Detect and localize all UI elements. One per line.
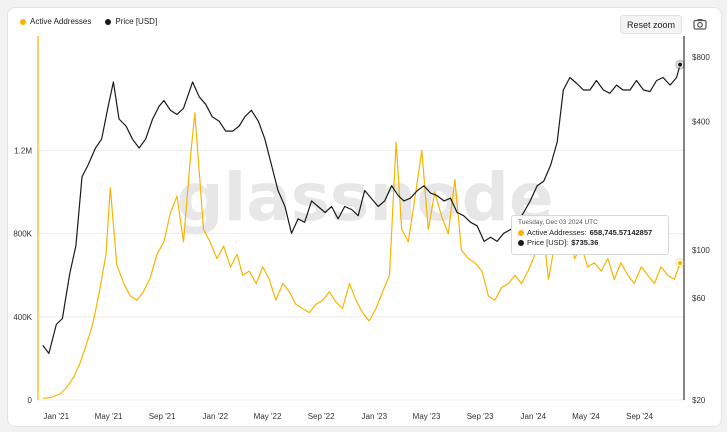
x-tick-label: Jan '23 — [362, 412, 388, 421]
tooltip-active-label: Active Addresses: — [527, 228, 587, 237]
hover-point — [676, 61, 684, 68]
tooltip-active-row: Active Addresses: 658,745.57142857 — [518, 228, 662, 238]
reset-zoom-button[interactable]: Reset zoom — [620, 15, 682, 34]
chart-card: Active Addresses Price [USD] Reset zoom … — [7, 7, 722, 427]
tooltip: Tuesday, Dec 03 2024 UTC Active Addresse… — [511, 215, 669, 255]
tooltip-price-label: Price [USD]: — [527, 238, 569, 247]
left-tick-label: 1.2M — [14, 146, 32, 155]
x-tick-label: Sep '24 — [626, 412, 653, 421]
legend-price-label: Price [USD] — [115, 17, 158, 26]
x-tick-label: Jan '21 — [44, 412, 70, 421]
left-tick-label: 800K — [13, 230, 32, 239]
left-tick-label: 0 — [28, 396, 33, 405]
right-axis: $20 $60 $100 $400 $800 — [683, 36, 710, 405]
x-tick-label: May '23 — [413, 412, 441, 421]
x-tick-label: Sep '23 — [467, 412, 494, 421]
camera-icon[interactable] — [692, 16, 708, 32]
legend-item-price[interactable]: Price [USD] — [105, 17, 157, 26]
x-tick-label: May '24 — [572, 412, 600, 421]
price-dot-icon — [105, 18, 112, 25]
right-tick-label: $60 — [692, 294, 706, 303]
right-tick-label: $800 — [692, 53, 710, 62]
x-tick-label: May '22 — [254, 412, 282, 421]
chart-plot: glassnode 0 400K 800K 1.2M $20 $60 $100 $400 $8… — [13, 36, 710, 421]
right-tick-label: $100 — [692, 246, 710, 255]
x-tick-label: Jan '22 — [203, 412, 229, 421]
active-addresses-line — [42, 112, 681, 399]
x-tick-label: Sep '22 — [308, 412, 335, 421]
tooltip-price-value: $735.36 — [571, 238, 599, 247]
x-tick-label: May '21 — [95, 412, 123, 421]
tooltip-price-row: Price [USD]: $735.36 — [518, 238, 662, 248]
left-tick-label: 400K — [13, 313, 32, 322]
x-tick-label: Sep '21 — [149, 412, 176, 421]
x-axis: Jan '21 May '21 Sep '21 Jan '22 May '22 Sep '… — [44, 412, 654, 421]
tooltip-date: Tuesday, Dec 03 2024 UTC — [518, 219, 598, 226]
tooltip-active-value: 658,745.57142857 — [589, 228, 653, 237]
legend-item-active-addresses[interactable]: Active Addresses — [20, 17, 91, 26]
tooltip-active-dot-icon — [518, 230, 524, 236]
right-tick-label: $20 — [692, 396, 706, 405]
hover-point — [676, 259, 684, 267]
x-tick-label: Jan '24 — [521, 412, 547, 421]
legend: Active Addresses Price [USD] — [20, 17, 157, 26]
right-tick-label: $400 — [692, 117, 710, 126]
watermark: glassnode — [176, 159, 553, 236]
tooltip-price-dot-icon — [518, 240, 524, 246]
legend-active-label: Active Addresses — [30, 17, 92, 26]
hover-markers — [675, 59, 686, 268]
active-addresses-dot-icon — [20, 18, 26, 25]
price-line — [42, 64, 681, 354]
left-axis: 0 400K 800K 1.2M — [13, 146, 32, 405]
